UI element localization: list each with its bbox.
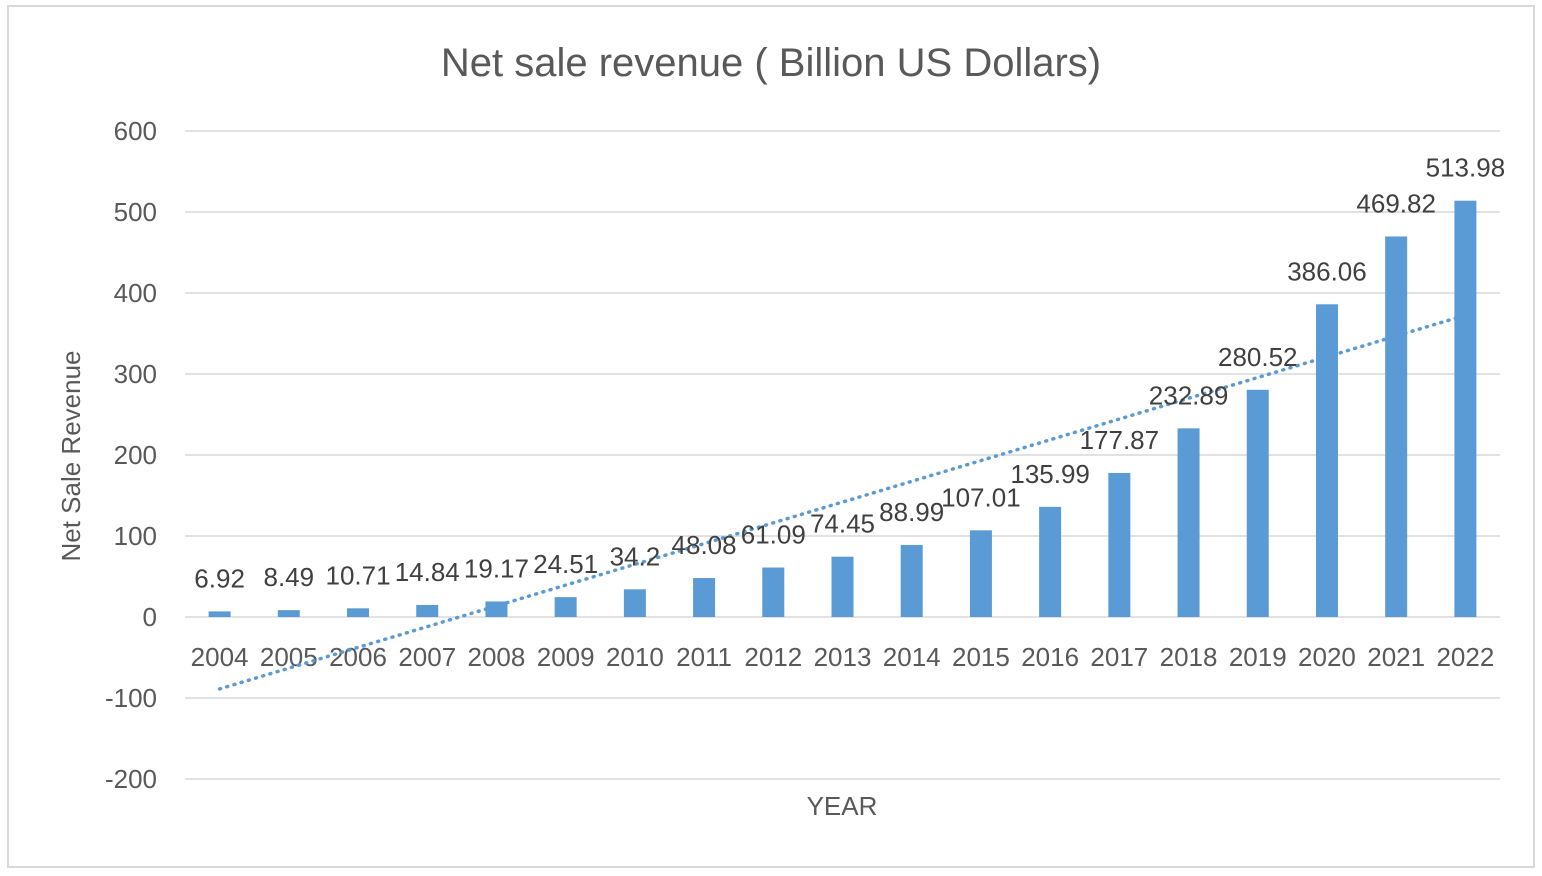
trendline-path: [217, 313, 1468, 691]
data-label: 177.87: [1080, 425, 1160, 455]
y-axis-title: Net Sale Revenue: [56, 350, 86, 561]
data-label: 469.82: [1356, 188, 1436, 218]
data-label: 513.98: [1426, 153, 1506, 183]
data-labels: 6.92 8.49 10.71 14.84 19.17 24.51 34.2 48.08 61.…: [194, 153, 1505, 594]
bar: [1454, 200, 1477, 617]
x-tick-label: 2010: [606, 642, 664, 672]
bar: [831, 556, 854, 617]
chart-frame: [7, 5, 1535, 868]
x-tick-label: 2009: [537, 642, 595, 672]
x-tick-label: 2011: [676, 642, 732, 672]
data-label: 34.2: [610, 541, 661, 571]
chart-title: Net sale revenue ( Billion US Dollars): [441, 41, 1101, 85]
y-tick-label: -100: [105, 683, 157, 713]
bar: [347, 608, 370, 617]
bar: [693, 578, 716, 617]
data-label: 135.99: [1010, 459, 1090, 489]
data-label: 19.17: [464, 553, 529, 583]
x-tick-label: 2018: [1160, 642, 1218, 672]
x-axis-title: YEAR: [807, 791, 878, 821]
x-tick-label: 2019: [1229, 642, 1287, 672]
x-axis-ticks: 2004 2005 2006 2007 2008 2009 2010 2011 2012 2013…: [191, 642, 1495, 672]
y-axis-ticks: -200 -100 0 100 200 300 400 500 600: [105, 116, 157, 794]
y-tick-label: 500: [114, 197, 157, 227]
data-label: 280.52: [1218, 342, 1298, 372]
data-label: 24.51: [533, 549, 598, 579]
bar: [969, 530, 992, 617]
data-label: 386.06: [1287, 256, 1367, 286]
x-tick-label: 2014: [883, 642, 941, 672]
bar: [208, 611, 231, 617]
x-tick-label: 2020: [1298, 642, 1356, 672]
bar: [1246, 389, 1269, 617]
data-label: 14.84: [395, 557, 460, 587]
x-tick-label: 2012: [744, 642, 802, 672]
x-tick-label: 2007: [398, 642, 456, 672]
x-tick-label: 2005: [260, 642, 318, 672]
data-label: 8.49: [264, 562, 315, 592]
bar: [762, 567, 785, 617]
data-label: 48.08: [672, 530, 737, 560]
x-tick-label: 2008: [468, 642, 526, 672]
grid-lines: [185, 130, 1500, 780]
trendline: [217, 313, 1468, 691]
bars: [208, 200, 1477, 617]
data-label: 232.89: [1149, 380, 1229, 410]
data-label: 6.92: [194, 563, 245, 593]
bar: [277, 610, 300, 617]
bar: [1315, 304, 1338, 617]
y-tick-label: 100: [114, 521, 157, 551]
bar: [1385, 236, 1408, 617]
x-tick-label: 2015: [952, 642, 1010, 672]
x-tick-label: 2013: [814, 642, 872, 672]
bar: [485, 601, 508, 617]
data-label: 107.01: [941, 482, 1021, 512]
bar: [1177, 428, 1200, 617]
x-tick-label: 2004: [191, 642, 249, 672]
y-tick-label: 300: [114, 359, 157, 389]
x-tick-label: 2021: [1367, 642, 1425, 672]
x-tick-label: 2016: [1021, 642, 1079, 672]
y-tick-label: 200: [114, 440, 157, 470]
y-tick-label: 600: [114, 116, 157, 146]
y-tick-label: -200: [105, 764, 157, 794]
x-tick-label: 2017: [1090, 642, 1148, 672]
bar: [900, 544, 923, 617]
data-label: 88.99: [879, 497, 944, 527]
bar: [416, 604, 439, 617]
data-label: 61.09: [741, 520, 806, 550]
y-tick-label: 0: [143, 602, 157, 632]
x-tick-label: 2022: [1436, 642, 1494, 672]
data-label: 10.71: [325, 560, 390, 590]
bar: [1108, 472, 1131, 617]
bar: [554, 597, 577, 617]
bar: [1039, 506, 1062, 617]
y-tick-label: 400: [114, 278, 157, 308]
bar: [623, 589, 646, 617]
data-label: 74.45: [810, 509, 875, 539]
